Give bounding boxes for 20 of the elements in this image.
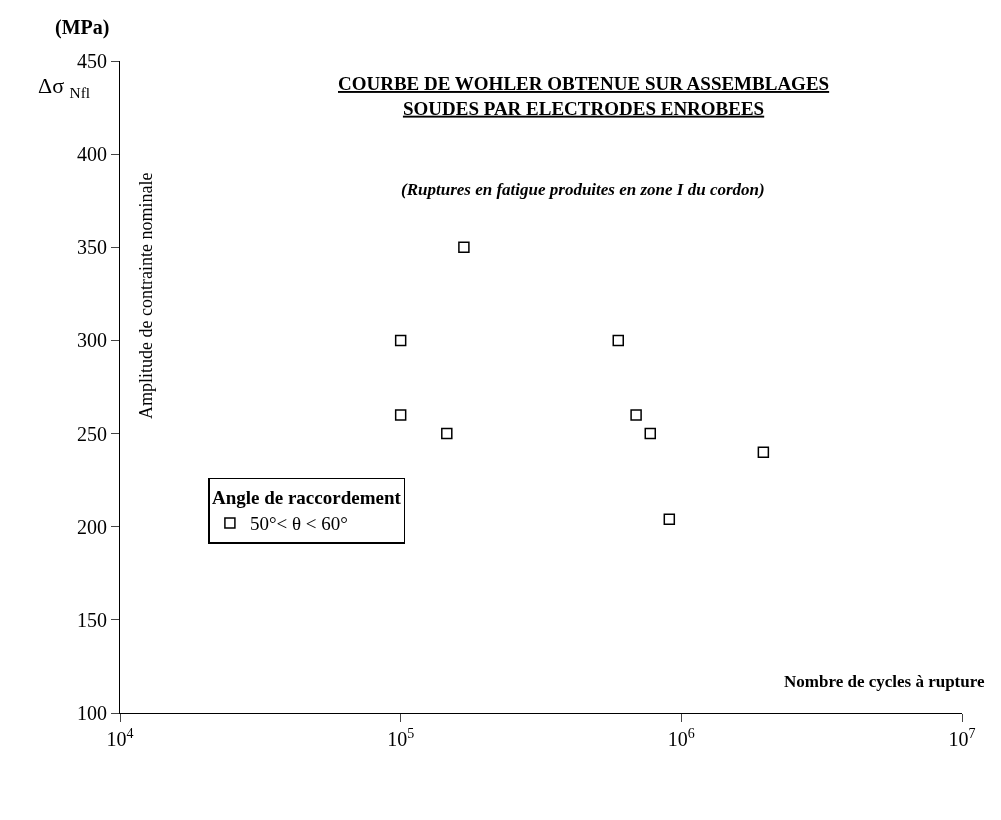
x-tick-label: 10$^{5}$ <box>387 725 415 750</box>
y-tick-label: 350 <box>77 236 107 259</box>
x-axis-title: Nombre de cycles à rupture <box>784 672 985 691</box>
text: (Ruptures en fatigue produites en zone I du cordon) <box>401 180 765 199</box>
y-tick-label: 300 <box>77 329 107 352</box>
legend-title: Angle de raccordement <box>211 487 402 509</box>
legend-label: 50°< θ < 60° <box>249 513 348 535</box>
y-tick-label: 100 <box>77 702 107 724</box>
x-tick-label: 10$^{6}$ <box>667 725 695 750</box>
x-tick-label: 10$^{4}$ <box>106 725 134 750</box>
y-tick-label: 150 <box>77 608 107 631</box>
y-tick-label: 250 <box>77 422 107 445</box>
y-tick-label: 450 <box>77 50 107 72</box>
text: (MPa) <box>55 16 110 39</box>
text: COURBE DE WOHLER OBTENUE SUR ASSEMBLAGES SOUDES PAR ELECTRODES ENROBEES <box>338 73 830 119</box>
y-tick-label: 400 <box>77 143 107 166</box>
y-axis-title: Amplitude de contrainte nominale <box>135 172 156 419</box>
y-tick-label: 200 <box>77 515 107 538</box>
x-tick-label: 10$^{7}$ <box>948 725 976 750</box>
text: Δσ $_{Nfl}$ <box>38 73 91 101</box>
